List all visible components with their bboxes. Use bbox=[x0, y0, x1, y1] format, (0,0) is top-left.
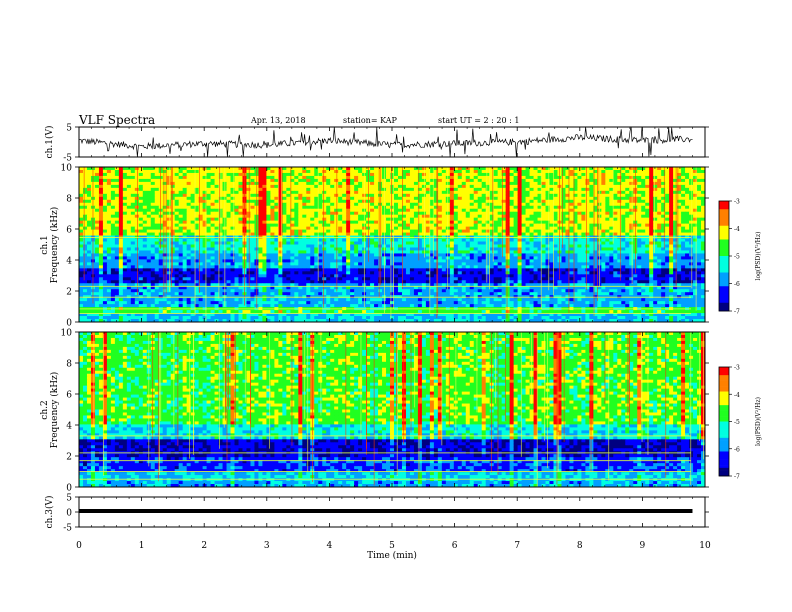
ch1-colorbar-tick-label: -7 bbox=[734, 309, 740, 316]
ch1-spectrogram-y-tick-label: 10 bbox=[61, 164, 73, 174]
ch1-waveform-y-tick-label: 5 bbox=[66, 124, 72, 134]
ch1-spectrogram-channel-label: ch.1 bbox=[40, 235, 50, 254]
ch2-spectrogram-channel-label: ch.2 bbox=[40, 400, 50, 419]
x-tick-label: 1 bbox=[139, 541, 145, 551]
x-tick-label: 8 bbox=[577, 541, 583, 551]
ch2-spectrogram-y-label: Frequency (kHz) bbox=[49, 372, 60, 449]
ch2-colorbar-tick-label: -3 bbox=[734, 365, 740, 372]
x-tick-label: 10 bbox=[699, 541, 711, 551]
x-tick-label: 2 bbox=[201, 541, 207, 551]
ch2-spectrogram-y-tick-label: 8 bbox=[66, 360, 72, 370]
x-tick-label: 6 bbox=[452, 541, 458, 551]
ch2-colorbar-tick-label: -4 bbox=[734, 392, 740, 399]
ch1-spectrogram-y-label: Frequency (kHz) bbox=[49, 207, 60, 284]
ch1-spectrogram-y-tick-label: 2 bbox=[66, 288, 72, 298]
ch1-colorbar-label: log(PSD)(V²/Hz) bbox=[755, 232, 762, 281]
ch1-spectrogram-image bbox=[79, 167, 705, 322]
ch1-spectrogram-y-tick-label: 6 bbox=[66, 226, 72, 236]
ch3-waveform-y-tick-label: -5 bbox=[63, 524, 72, 534]
x-tick-label: 0 bbox=[76, 541, 82, 551]
ch2-spectrogram-y-tick-label: 6 bbox=[66, 391, 72, 401]
ch2-spectrogram-y-tick-label: 0 bbox=[66, 484, 72, 494]
ch1-colorbar-tick-label: -4 bbox=[734, 226, 740, 233]
ch2-spectrogram-y-tick-label: 2 bbox=[66, 453, 72, 463]
x-tick-label: 3 bbox=[264, 541, 270, 551]
x-tick-label: 7 bbox=[514, 541, 520, 551]
x-tick-label: 9 bbox=[640, 541, 646, 551]
vlf-figure: 5-50246810024681050-5ch.1(V)ch.1 Frequenc… bbox=[0, 0, 792, 612]
ch3-waveform-y-label: ch.3(V) bbox=[44, 496, 55, 529]
ch1-colorbar-tick-label: -6 bbox=[734, 281, 740, 288]
ch1-waveform-y-label: ch.1(V) bbox=[44, 126, 55, 159]
ch1-colorbar-tick-label: -5 bbox=[734, 254, 740, 261]
ch1-colorbar-tick-label: -3 bbox=[734, 199, 740, 206]
ch3-waveform-y-tick-label: 5 bbox=[66, 494, 72, 504]
x-axis-label: Time (min) bbox=[367, 550, 417, 561]
ch2-colorbar-tick-label: -5 bbox=[734, 419, 740, 426]
ch2-spectrogram-y-tick-label: 10 bbox=[61, 329, 73, 339]
ch2-colorbar-label: log(PSD)(V²/Hz) bbox=[755, 397, 762, 446]
ch2-colorbar-tick-label: -6 bbox=[734, 446, 740, 453]
ch3-waveform-y-tick-label: 0 bbox=[66, 509, 72, 519]
x-tick-label: 4 bbox=[327, 541, 333, 551]
ch1-spectrogram-y-tick-label: 8 bbox=[66, 195, 72, 205]
ch1-spectrogram-y-tick-label: 0 bbox=[66, 319, 72, 329]
ch2-colorbar-tick-label: -7 bbox=[734, 474, 740, 481]
x-tick-label: 5 bbox=[389, 541, 395, 551]
ch2-spectrogram-y-tick-label: 4 bbox=[66, 422, 72, 432]
ch1-waveform-panel bbox=[79, 127, 693, 157]
ch1-spectrogram-y-tick-label: 4 bbox=[66, 257, 72, 267]
ch1-waveform-frame bbox=[79, 127, 705, 157]
ch2-spectrogram-image bbox=[79, 332, 705, 487]
ch1-waveform-y-tick-label: -5 bbox=[63, 154, 72, 164]
ch1-waveform-line bbox=[79, 127, 693, 157]
